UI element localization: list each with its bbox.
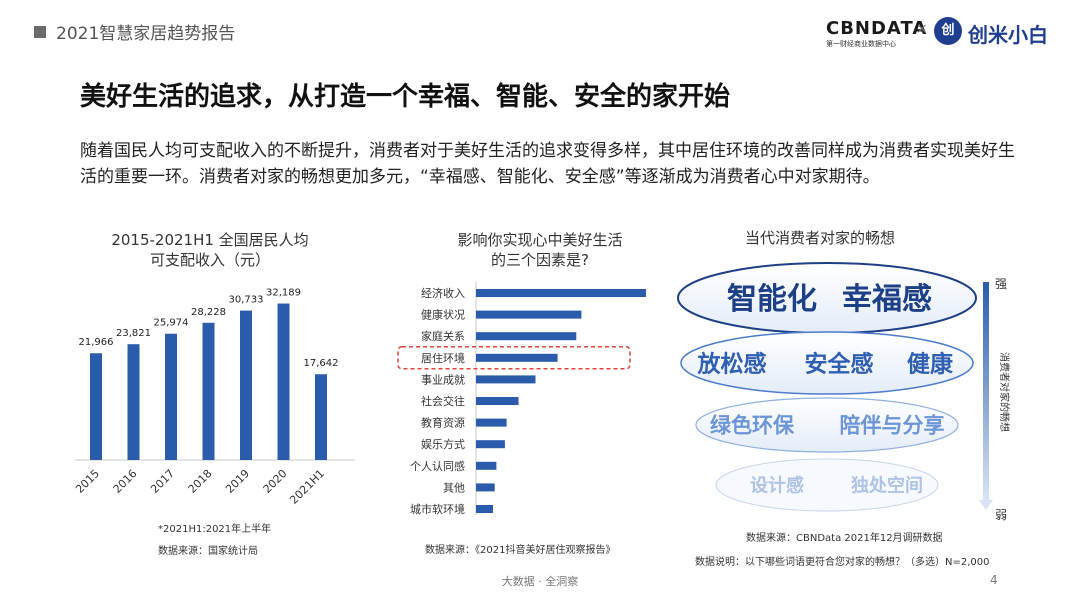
factors-bar bbox=[476, 483, 495, 492]
factors-tick-label: 城市软环境 bbox=[410, 502, 465, 516]
income-value-label: 21,966 bbox=[79, 337, 114, 348]
factors-bar bbox=[476, 332, 577, 341]
income-tick-label: 2018 bbox=[186, 467, 215, 496]
factors-tick-label: 经济收入 bbox=[421, 286, 465, 300]
highlight-box bbox=[397, 346, 631, 370]
page-title: 美好生活的追求，从打造一个幸福、智能、安全的家开始 bbox=[80, 82, 731, 112]
factors-tick-label: 健康状况 bbox=[421, 308, 465, 322]
factors-chart-title-line1: 影响你实现心中美好生活 bbox=[457, 231, 623, 249]
income-value-label: 25,974 bbox=[154, 318, 189, 329]
scale-axis-label: 消费者对家的畅想 bbox=[998, 352, 1011, 432]
income-bar bbox=[240, 310, 252, 460]
vision-word: 幸福感 bbox=[842, 282, 932, 317]
vision-title: 当代消费者对家的畅想 bbox=[744, 229, 895, 247]
chuangmi-logo-icon: 创 bbox=[934, 17, 962, 45]
factors-tick-label: 家庭关系 bbox=[421, 329, 465, 343]
factors-bar bbox=[476, 310, 582, 319]
income-bar bbox=[127, 344, 140, 460]
income-chart-title-line1: 2015-2021H1 全国居民人均 bbox=[111, 231, 309, 249]
vision-word: 独处空间 bbox=[851, 474, 923, 496]
income-bar bbox=[202, 322, 215, 460]
vision-word: 陪伴与分享 bbox=[840, 414, 945, 438]
vision-note: 数据说明：以下哪些词语更符合您对家的畅想？（多选）N=2,000 bbox=[695, 557, 990, 568]
factors-tick-label: 娱乐方式 bbox=[421, 437, 465, 451]
cbndata-logo-subtitle: 第一财经商业数据中心 bbox=[826, 40, 896, 48]
factors-bar bbox=[476, 461, 497, 470]
factors-bar bbox=[476, 418, 507, 427]
page-number: 4 bbox=[990, 573, 998, 587]
vision-source: 数据来源：CBNData 2021年12月调研数据 bbox=[746, 533, 943, 544]
income-chart-title-line2: 可支配收入（元） bbox=[149, 251, 270, 269]
income-bar bbox=[165, 333, 177, 460]
footer-slogan: 大数据 · 全洞察 bbox=[501, 575, 579, 588]
cbndata-logo: CBNDATA bbox=[826, 18, 928, 39]
vision-word: 安全感 bbox=[805, 350, 874, 377]
factors-chart-title-line2: 的三个因素是? bbox=[491, 251, 589, 269]
factors-bar bbox=[476, 505, 493, 513]
vision-word: 健康 bbox=[907, 350, 954, 377]
chuangmi-logo-text: 创米小白 bbox=[968, 23, 1048, 47]
factors-bar bbox=[476, 375, 536, 384]
vision-ellipse bbox=[715, 458, 939, 512]
income-chart-source: 数据来源：国家统计局 bbox=[158, 546, 258, 557]
income-chart-title: 2015-2021H1 全国居民人均 可支配收入（元） bbox=[90, 230, 330, 270]
vision-word: 放松感 bbox=[697, 350, 767, 377]
income-bar bbox=[277, 303, 290, 460]
factors-chart-title: 影响你实现心中美好生活 的三个因素是? bbox=[420, 230, 660, 270]
factors-tick-label: 事业成就 bbox=[421, 372, 465, 386]
factors-chart-source: 数据来源：《2021抖音美好居住观察报告》 bbox=[425, 545, 616, 556]
income-value-label: 23,821 bbox=[116, 328, 151, 339]
vision-ellipse bbox=[680, 331, 974, 395]
income-bar bbox=[315, 374, 327, 460]
scale-bottom-label: 弱 bbox=[995, 508, 1007, 522]
income-tick-label: 2017 bbox=[148, 467, 177, 496]
factors-bar-chart: 经济收入健康状况家庭关系居住环境事业成就社会交往教育资源娱乐方式个人认同感其他城… bbox=[397, 282, 646, 516]
income-value-label: 17,642 bbox=[304, 358, 339, 369]
factors-bar bbox=[476, 353, 558, 362]
header-square-icon bbox=[34, 26, 46, 38]
vision-word: 绿色环保 bbox=[710, 414, 795, 438]
income-bar bbox=[90, 353, 102, 460]
income-tick-label: 2019 bbox=[223, 467, 252, 496]
vision-word: 设计感 bbox=[750, 474, 804, 496]
factors-tick-label: 其他 bbox=[443, 481, 465, 494]
factors-tick-label: 居住环境 bbox=[421, 351, 465, 365]
income-value-label: 30,733 bbox=[229, 295, 264, 306]
income-value-label: 32,189 bbox=[266, 288, 301, 299]
income-bar-chart: 21,966 2015 23,821 2016 25,974 2017 28,228 2018… bbox=[73, 288, 355, 505]
factors-bar bbox=[476, 397, 519, 405]
income-chart-note: *2021H1:2021年上半年 bbox=[158, 524, 272, 535]
scale-arrow-head bbox=[979, 500, 993, 510]
income-tick-label: 2016 bbox=[111, 467, 140, 496]
factors-tick-label: 教育资源 bbox=[421, 416, 465, 430]
scale-top-label: 强 bbox=[995, 277, 1007, 291]
income-tick-label: 2021H1 bbox=[287, 467, 327, 505]
factors-bar bbox=[476, 289, 646, 297]
logo-separator: × bbox=[916, 21, 928, 37]
factors-tick-label: 个人认同感 bbox=[410, 460, 465, 473]
income-tick-label: 2015 bbox=[73, 467, 102, 496]
scale-arrow-shaft bbox=[983, 282, 989, 500]
vision-ellipse bbox=[695, 397, 959, 453]
factors-bar bbox=[476, 440, 505, 449]
vision-word: 智能化 bbox=[727, 282, 817, 317]
report-title: 2021智慧家居趋势报告 bbox=[56, 24, 236, 44]
intro-paragraph: 随着国民人均可支配收入的不断提升，消费者对于美好生活的追求变得多样，其中居住环境… bbox=[80, 141, 1015, 187]
income-tick-label: 2020 bbox=[261, 467, 290, 496]
income-value-label: 28,228 bbox=[191, 307, 226, 318]
factors-tick-label: 社会交往 bbox=[421, 394, 465, 408]
